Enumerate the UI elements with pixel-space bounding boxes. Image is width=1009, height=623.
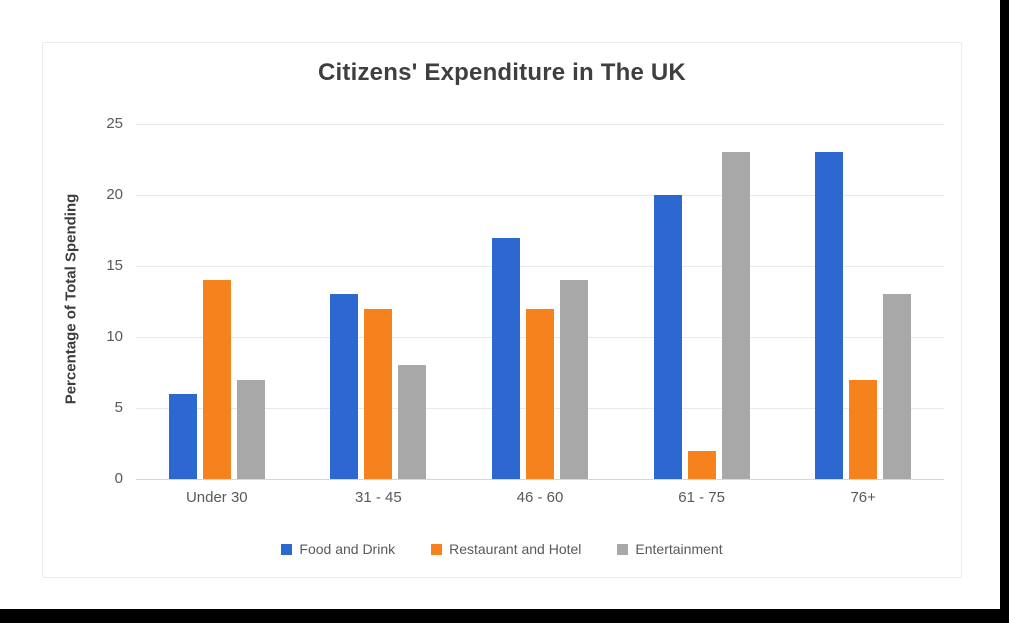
bar-entertainment-61-75 [721,152,750,479]
legend-label: Entertainment [635,541,723,557]
y-axis-title: Percentage of Total Spending [62,193,80,405]
y-tick-label-10: 10 [106,328,123,345]
x-label-31-45: 31 - 45 [355,489,402,506]
legend-item-entertainment: Entertainment [617,541,723,557]
chart-title: Citizens' Expenditure in The UK [318,59,686,86]
legend-swatch-icon [431,543,443,555]
legend-swatch-icon [617,543,629,555]
bar-food-and-drink-76 [815,152,844,479]
y-tick-label-5: 5 [114,399,123,416]
legend-item-food-and-drink: Food and Drink [281,541,395,557]
bar-food-and-drink-61-75 [653,195,682,479]
black-edge-bottom [0,609,1009,623]
gridline-15 [136,265,944,267]
x-label-46-60: 46 - 60 [516,489,564,506]
bar-food-and-drink-46-60 [491,237,520,479]
legend-swatch-icon [281,543,293,555]
bar-restaurant-and-hotel-76 [849,379,878,479]
bar-restaurant-and-hotel-61-75 [687,450,716,479]
y-tick-label-25: 25 [106,115,123,132]
legend-item-restaurant-and-hotel: Restaurant and Hotel [431,541,581,557]
bar-entertainment-under-30 [236,379,265,479]
bar-group-under-30 [136,124,298,479]
bar-restaurant-and-hotel-31-45 [364,308,393,479]
legend: Food and Drink Restaurant and Hotel Entert… [43,541,961,557]
legend-label: Restaurant and Hotel [449,541,582,557]
chart-card: Citizens' Expenditure in The UK Percenta… [42,42,962,578]
bar-entertainment-31-45 [398,365,427,479]
gridline-25 [136,123,944,125]
bar-group-61-75 [621,124,783,479]
gridline-20 [136,194,944,196]
bar-group-76 [782,124,944,479]
plot-area [136,123,944,480]
bar-group-31-45 [298,124,460,479]
x-label-61-75: 61 - 75 [678,489,725,506]
bar-restaurant-and-hotel-46-60 [525,308,554,479]
legend-label: Food and Drink [299,541,396,557]
y-tick-label-15: 15 [106,257,123,274]
bar-entertainment-46-60 [559,280,588,479]
bar-food-and-drink-31-45 [330,294,359,479]
bar-food-and-drink-under-30 [168,393,197,479]
bar-restaurant-and-hotel-under-30 [202,280,231,479]
black-edge-right [1000,0,1009,623]
x-label-76: 76+ [850,489,876,506]
x-axis-line [136,478,944,480]
y-tick-label-20: 20 [106,186,123,203]
x-label-under-30: Under 30 [185,489,248,506]
bar-entertainment-76 [883,294,912,479]
bar-group-46-60 [459,124,621,479]
y-tick-label-0: 0 [114,470,123,487]
